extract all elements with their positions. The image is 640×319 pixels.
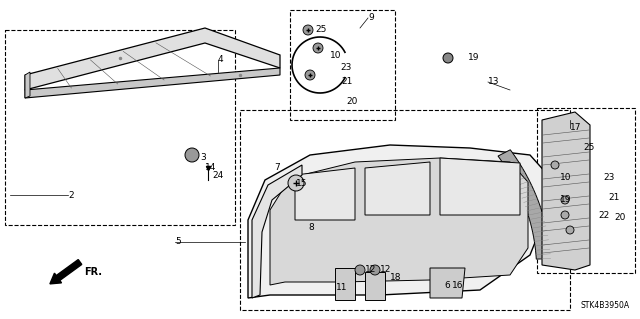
Text: 13: 13 [488, 78, 499, 86]
Polygon shape [365, 272, 385, 300]
Circle shape [566, 226, 574, 234]
Text: 24: 24 [212, 170, 223, 180]
Circle shape [185, 148, 199, 162]
Text: 20: 20 [614, 213, 625, 222]
Circle shape [561, 211, 569, 219]
Polygon shape [25, 72, 30, 98]
Polygon shape [335, 268, 355, 300]
Text: 23: 23 [603, 174, 614, 182]
Circle shape [370, 265, 380, 275]
Text: 17: 17 [570, 123, 582, 132]
Text: 4: 4 [218, 56, 223, 64]
Text: 20: 20 [346, 98, 357, 107]
Text: 3: 3 [200, 153, 205, 162]
Text: 10: 10 [560, 174, 572, 182]
Polygon shape [25, 28, 280, 90]
Text: FR.: FR. [84, 267, 102, 277]
Text: 25: 25 [583, 144, 595, 152]
Text: 6: 6 [444, 280, 450, 290]
Text: 5: 5 [175, 238, 180, 247]
Circle shape [288, 175, 304, 191]
Text: 19: 19 [560, 196, 572, 204]
Polygon shape [365, 162, 430, 215]
Text: 2: 2 [68, 190, 74, 199]
Text: 12: 12 [365, 265, 376, 275]
Text: 16: 16 [452, 280, 463, 290]
Text: 11: 11 [336, 284, 348, 293]
Text: 8: 8 [308, 224, 314, 233]
Polygon shape [542, 112, 590, 270]
Text: 9: 9 [368, 13, 374, 23]
FancyArrow shape [50, 260, 82, 284]
Polygon shape [498, 150, 550, 259]
Text: 14: 14 [205, 164, 216, 173]
Text: 19: 19 [468, 54, 479, 63]
Polygon shape [252, 165, 302, 298]
Text: 18: 18 [390, 273, 401, 283]
Bar [537, 108, 635, 273]
Text: 10: 10 [330, 50, 342, 60]
Polygon shape [295, 168, 355, 220]
Circle shape [443, 53, 453, 63]
Polygon shape [248, 145, 548, 298]
Circle shape [551, 161, 559, 169]
Circle shape [561, 196, 569, 204]
Text: 12: 12 [380, 265, 392, 275]
Text: 25: 25 [315, 26, 326, 34]
Text: 7: 7 [274, 164, 280, 173]
Text: 21: 21 [608, 194, 620, 203]
Circle shape [313, 43, 323, 53]
Circle shape [355, 265, 365, 275]
Circle shape [303, 25, 313, 35]
Bar [240, 110, 570, 310]
Text: STK4B3950A: STK4B3950A [581, 301, 630, 310]
Polygon shape [430, 268, 465, 298]
Polygon shape [270, 158, 528, 285]
Text: 21: 21 [341, 78, 353, 86]
Text: 23: 23 [340, 63, 351, 72]
Polygon shape [25, 68, 280, 98]
Polygon shape [440, 158, 520, 215]
Text: 15: 15 [296, 179, 307, 188]
Bar [290, 10, 395, 120]
Text: 22: 22 [598, 211, 609, 219]
Circle shape [305, 70, 315, 80]
Bar [5, 30, 235, 225]
